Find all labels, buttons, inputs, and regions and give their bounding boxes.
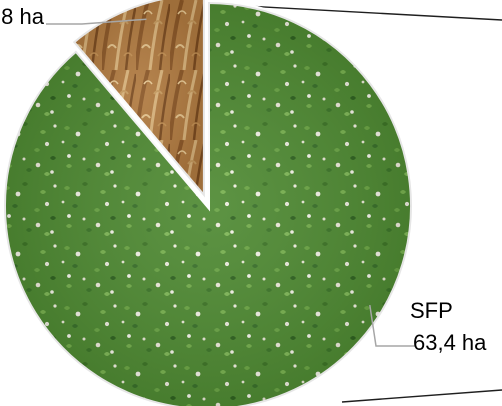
pie-labels: SFP 63,4 ha 8 ha xyxy=(1,4,487,355)
slice-value-label: 8 ha xyxy=(1,4,45,29)
pie-slice-shade xyxy=(4,2,412,406)
pie-slices xyxy=(2,0,414,406)
leader-line-small-slice xyxy=(46,18,147,25)
pie-slice-shade xyxy=(72,0,205,198)
slice-category-label: SFP xyxy=(410,298,453,323)
pie-leader-lines xyxy=(46,18,415,347)
leader-line-large-slice xyxy=(369,304,415,347)
slice-value-label: 63,4 ha xyxy=(413,330,487,355)
connector-line-bottom xyxy=(341,389,502,403)
